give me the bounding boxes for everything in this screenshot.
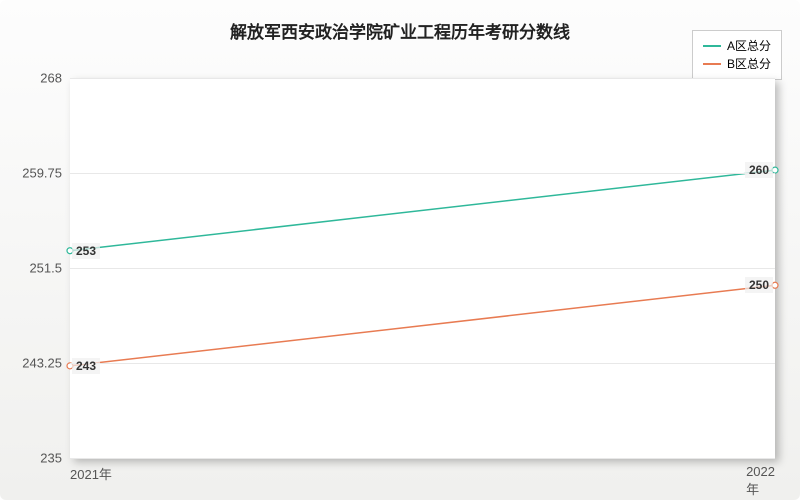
chart-title: 解放军西安政治学院矿业工程历年考研分数线 — [0, 18, 800, 43]
legend-item-a: A区总分 — [703, 37, 771, 55]
grid-line — [70, 363, 775, 364]
point-label: 243 — [72, 358, 100, 374]
grid-line — [70, 173, 775, 174]
point-label: 253 — [72, 243, 100, 259]
series-line — [70, 285, 775, 366]
y-axis-label: 259.75 — [22, 166, 70, 181]
series-line — [70, 170, 775, 251]
grid-line — [70, 78, 775, 79]
x-axis-label: 2021年 — [70, 458, 112, 483]
legend-item-b: B区总分 — [703, 55, 771, 73]
plot-area: 235243.25251.5259.752682021年2022年2532602… — [70, 78, 775, 458]
point-label: 250 — [745, 277, 773, 293]
point-label: 260 — [745, 162, 773, 178]
y-axis-label: 251.5 — [29, 261, 70, 276]
y-axis-label: 243.25 — [22, 356, 70, 371]
y-axis-label: 235 — [40, 451, 70, 466]
legend-swatch-a — [703, 45, 721, 47]
chart-container: 解放军西安政治学院矿业工程历年考研分数线 A区总分 B区总分 235 243.25… — [0, 0, 800, 500]
x-axis-label: 2022年 — [746, 458, 775, 498]
legend-label-b: B区总分 — [727, 55, 771, 73]
grid-line — [70, 268, 775, 269]
y-axis-label: 268 — [40, 71, 70, 86]
grid-line — [70, 458, 775, 459]
legend-swatch-b — [703, 63, 721, 65]
legend: A区总分 B区总分 — [692, 30, 782, 80]
legend-label-a: A区总分 — [727, 37, 771, 55]
